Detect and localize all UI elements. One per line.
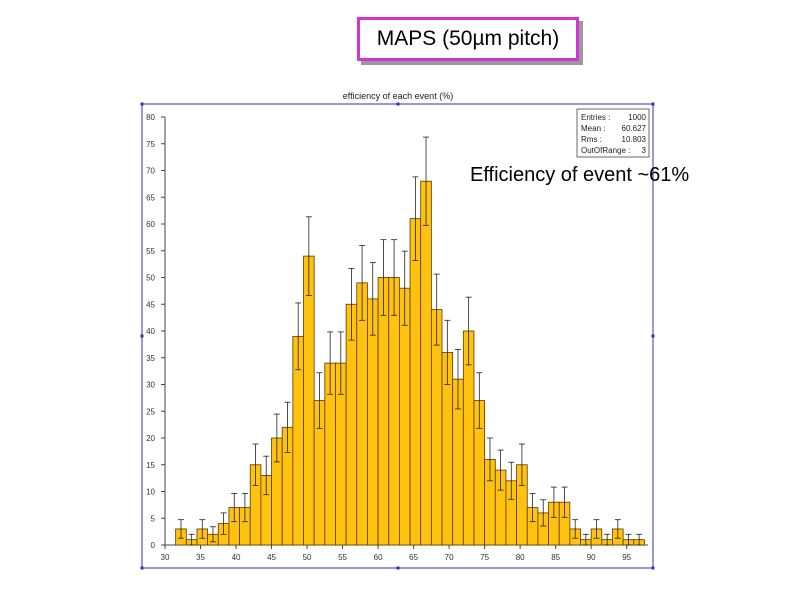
- x-tick-label: 65: [409, 553, 418, 562]
- y-tick-label: 80: [146, 113, 155, 122]
- histogram-bar: [409, 218, 422, 546]
- histogram-bar: [388, 277, 400, 546]
- bars: [175, 180, 645, 546]
- stats-label: Mean :: [581, 124, 605, 133]
- y-tick-label: 10: [146, 488, 155, 497]
- x-tick-label: 95: [622, 553, 631, 562]
- y-tick-label: 75: [146, 140, 155, 149]
- y-tick-label: 55: [146, 247, 155, 256]
- stats-value: 60.627: [622, 124, 647, 133]
- histogram-bar: [398, 287, 411, 546]
- efficiency-annotation: Efficiency of event ~61%: [470, 164, 690, 186]
- frame-handle: [396, 566, 400, 570]
- stats-box-frame: [576, 108, 650, 158]
- x-tick-label: 75: [480, 553, 489, 562]
- frame-handle: [140, 102, 144, 106]
- x-tick-label: 45: [267, 553, 276, 562]
- y-tick-label: 25: [146, 407, 155, 416]
- frame-handle: [651, 566, 655, 570]
- stats-value: 3: [642, 146, 647, 155]
- y-tick-label: 65: [146, 193, 155, 202]
- y-tick-label: 50: [146, 274, 155, 283]
- y-tick-label: 70: [146, 167, 155, 176]
- frame-handle: [651, 334, 655, 338]
- x-tick-label: 80: [516, 553, 525, 562]
- frame-handle: [396, 102, 400, 106]
- chart-title: efficiency of each event (%): [343, 91, 453, 101]
- y-tick-label: 40: [146, 327, 155, 336]
- histogram-bar: [367, 298, 379, 546]
- x-tick-label: 50: [303, 553, 312, 562]
- y-tick-label: 5: [151, 514, 156, 523]
- stats-label: Entries :: [581, 113, 610, 122]
- x-tick-label: 35: [196, 553, 205, 562]
- x-tick-label: 60: [374, 553, 383, 562]
- stats-label: Rms :: [581, 135, 602, 144]
- histogram-bar: [303, 255, 315, 546]
- y-tick-label: 15: [146, 461, 155, 470]
- histogram-bar: [356, 282, 368, 546]
- x-tick-label: 70: [445, 553, 454, 562]
- y-tick-label: 45: [146, 300, 155, 309]
- x-tick-label: 30: [161, 553, 170, 562]
- stats-value: 1000: [628, 113, 646, 122]
- x-tick-label: 55: [338, 553, 347, 562]
- y-tick-label: 30: [146, 381, 155, 390]
- y-tick-label: 60: [146, 220, 155, 229]
- x-tick-label: 40: [232, 553, 241, 562]
- slide-heading: MAPS (50µm pitch): [357, 17, 579, 61]
- x-tick-label: 90: [587, 553, 596, 562]
- histogram-bar: [420, 180, 432, 546]
- error-bars: [177, 136, 643, 546]
- histogram-bar: [377, 277, 390, 546]
- stats-box: Entries : 1000 Mean : 60.627 Rms : 10.803 OutO…: [576, 108, 650, 158]
- y-tick-label: 0: [151, 541, 156, 550]
- frame-handle: [140, 334, 144, 338]
- stats-label: OutOfRange :: [581, 146, 630, 155]
- stats-value: 10.803: [622, 135, 647, 144]
- y-tick-label: 20: [146, 434, 155, 443]
- y-tick-label: 35: [146, 354, 155, 363]
- frame-handle: [140, 566, 144, 570]
- x-tick-label: 85: [551, 553, 560, 562]
- frame-handle: [651, 102, 655, 106]
